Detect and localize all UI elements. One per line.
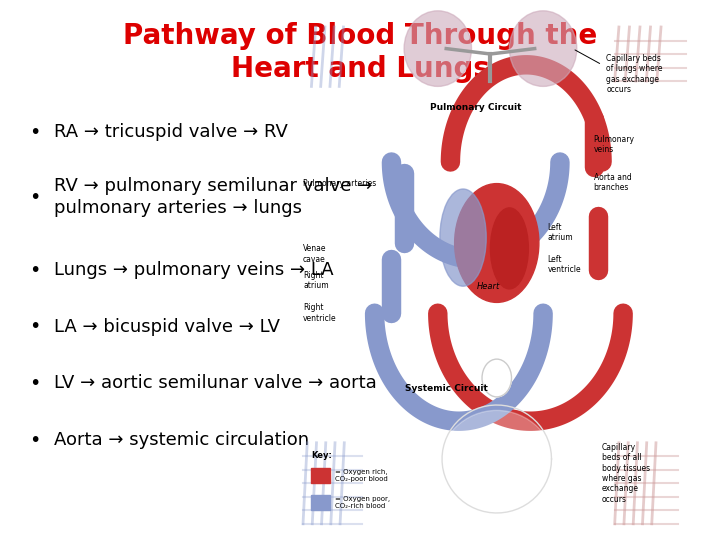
FancyBboxPatch shape xyxy=(312,468,330,483)
Text: LV → aortic semilunar valve → aorta: LV → aortic semilunar valve → aorta xyxy=(54,374,377,393)
Text: •: • xyxy=(29,260,40,280)
Ellipse shape xyxy=(440,189,486,286)
Text: LA → bicuspid valve → LV: LA → bicuspid valve → LV xyxy=(54,318,280,336)
Text: •: • xyxy=(29,374,40,393)
Text: = Oxygen poor,
CO₂-rich blood: = Oxygen poor, CO₂-rich blood xyxy=(335,496,390,509)
Text: Right
ventricle: Right ventricle xyxy=(303,303,337,323)
Text: Key:: Key: xyxy=(312,451,333,460)
Ellipse shape xyxy=(438,410,556,529)
Ellipse shape xyxy=(490,208,528,289)
Text: RA → tricuspid valve → RV: RA → tricuspid valve → RV xyxy=(54,123,288,141)
Text: Right
atrium: Right atrium xyxy=(303,271,328,291)
Circle shape xyxy=(482,359,511,397)
Ellipse shape xyxy=(454,184,539,302)
Text: Aorta and
branches: Aorta and branches xyxy=(594,173,631,192)
Text: Left
atrium: Left atrium xyxy=(547,222,573,242)
Text: Systemic Circuit: Systemic Circuit xyxy=(405,384,487,393)
Text: •: • xyxy=(29,123,40,142)
Ellipse shape xyxy=(404,11,472,86)
Text: •: • xyxy=(29,317,40,336)
Text: Pulmonary
veins: Pulmonary veins xyxy=(594,135,634,154)
Ellipse shape xyxy=(510,11,577,86)
Text: Capillary beds
of lungs where
gas exchange
occurs: Capillary beds of lungs where gas exchan… xyxy=(606,54,663,94)
Text: Aorta → systemic circulation: Aorta → systemic circulation xyxy=(54,431,309,449)
Text: Pulmonary Circuit: Pulmonary Circuit xyxy=(430,104,521,112)
Text: Pulmonary arteries: Pulmonary arteries xyxy=(303,179,377,188)
Text: Capillary
beds of all
body tissues
where gas
exchange
occurs: Capillary beds of all body tissues where… xyxy=(602,443,650,504)
Text: Left
ventricle: Left ventricle xyxy=(547,255,581,274)
Text: RV → pulmonary semilunar valve →
pulmonary arteries → lungs: RV → pulmonary semilunar valve → pulmona… xyxy=(54,177,372,217)
Text: Venae
cavae: Venae cavae xyxy=(303,244,326,264)
Text: = Oxygen rich,
CO₂-poor blood: = Oxygen rich, CO₂-poor blood xyxy=(335,469,387,482)
FancyBboxPatch shape xyxy=(312,495,330,510)
Text: •: • xyxy=(29,430,40,450)
Text: Heart: Heart xyxy=(477,282,500,291)
Text: Lungs → pulmonary veins → LA: Lungs → pulmonary veins → LA xyxy=(54,261,333,279)
Text: •: • xyxy=(29,187,40,207)
Text: Pathway of Blood Through the
Heart and Lungs: Pathway of Blood Through the Heart and L… xyxy=(123,22,597,83)
